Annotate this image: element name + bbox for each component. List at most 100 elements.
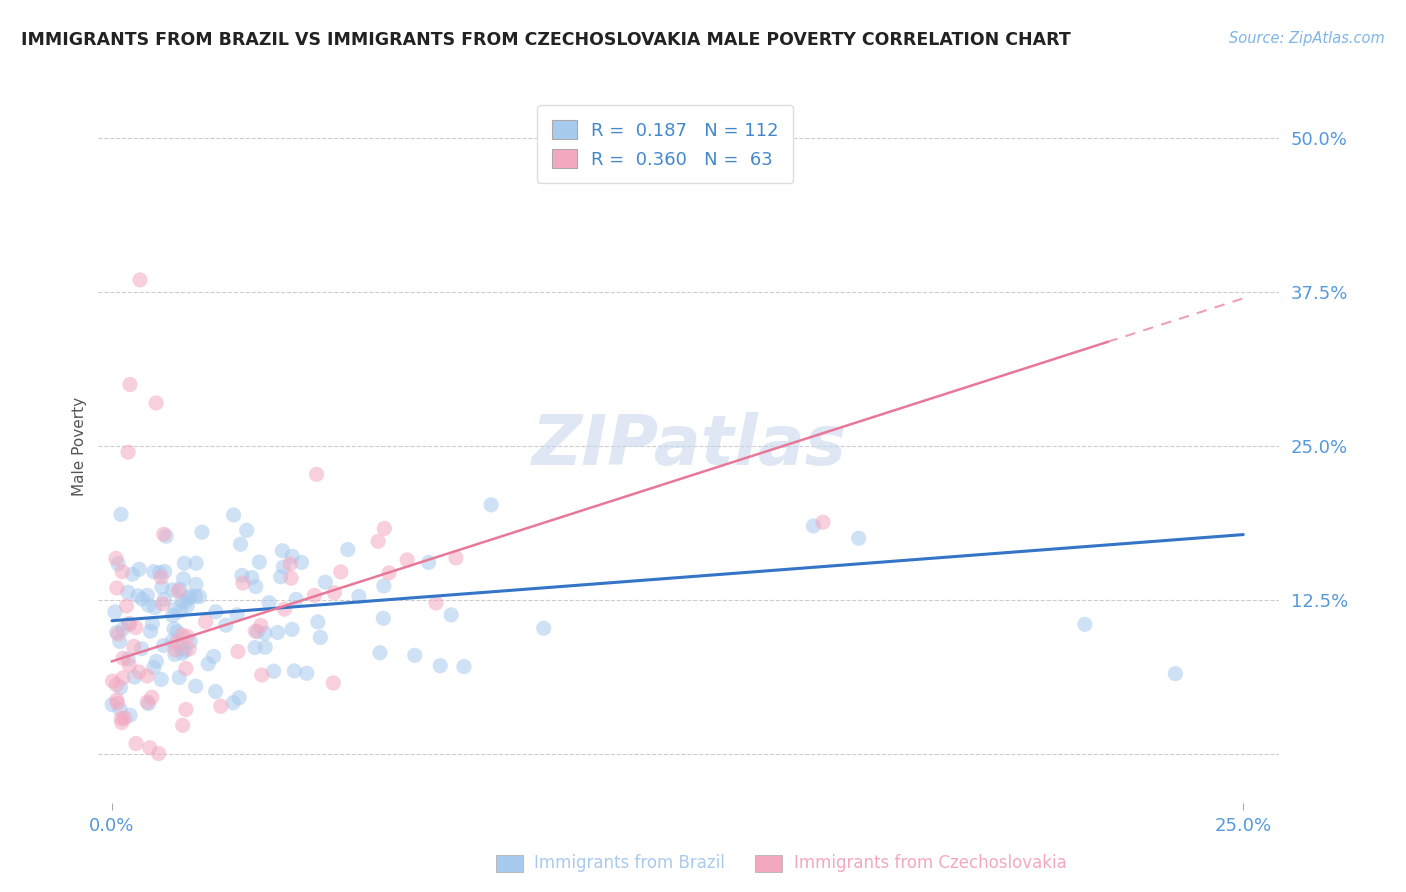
Point <box>336 542 359 557</box>
Point <box>165 602 187 616</box>
Point <box>111 671 134 685</box>
Point <box>114 711 136 725</box>
Point <box>145 396 167 410</box>
Point <box>172 572 194 586</box>
Point <box>176 599 198 613</box>
Point <box>280 571 302 585</box>
Point <box>152 527 174 541</box>
Point <box>107 627 129 641</box>
Point <box>111 715 134 730</box>
Point <box>283 664 305 678</box>
Point <box>105 581 128 595</box>
Point <box>309 631 332 645</box>
Point <box>174 595 197 609</box>
Point <box>180 590 202 604</box>
Point <box>271 543 294 558</box>
Point <box>429 658 451 673</box>
Point <box>111 565 134 579</box>
Point <box>367 534 389 549</box>
Point <box>139 624 162 639</box>
Point <box>101 674 124 689</box>
Point <box>128 562 150 576</box>
Point <box>141 690 163 705</box>
Point <box>197 657 219 671</box>
Point <box>163 648 186 662</box>
Point <box>105 696 128 710</box>
Point <box>179 634 201 648</box>
Point <box>243 640 266 655</box>
Point <box>118 377 141 392</box>
Point <box>110 681 132 695</box>
Point <box>127 589 149 603</box>
Point <box>273 602 295 616</box>
Point <box>811 515 834 529</box>
Point <box>166 624 188 639</box>
Text: ZIPatlas: ZIPatlas <box>531 412 846 480</box>
Point <box>165 635 187 649</box>
Point <box>155 529 177 543</box>
Point <box>169 604 191 618</box>
Point <box>177 591 200 605</box>
Point <box>172 646 194 660</box>
Point <box>209 699 232 714</box>
Point <box>174 702 197 716</box>
Point <box>150 673 173 687</box>
Point <box>170 628 193 642</box>
Text: IMMIGRANTS FROM BRAZIL VS IMMIGRANTS FROM CZECHOSLOVAKIA MALE POVERTY CORRELATIO: IMMIGRANTS FROM BRAZIL VS IMMIGRANTS FRO… <box>21 31 1071 49</box>
Point <box>453 659 475 673</box>
Point <box>162 634 184 648</box>
Point <box>373 521 395 535</box>
Point <box>479 498 502 512</box>
Point <box>803 519 825 533</box>
Point <box>150 570 173 584</box>
Point <box>257 596 280 610</box>
Point <box>162 582 184 597</box>
Point <box>136 695 159 709</box>
Point <box>172 718 194 732</box>
Point <box>105 678 128 692</box>
Point <box>141 616 163 631</box>
Point <box>253 626 276 640</box>
Point <box>323 586 346 600</box>
Point <box>131 592 153 607</box>
Point <box>204 605 226 619</box>
Point <box>418 556 440 570</box>
Point <box>173 556 195 570</box>
Point <box>425 596 447 610</box>
Point <box>246 624 269 639</box>
Y-axis label: Male Poverty: Male Poverty <box>72 396 87 496</box>
Point <box>304 589 326 603</box>
Point <box>396 553 419 567</box>
Point <box>142 660 165 674</box>
Point <box>128 665 150 679</box>
Point <box>329 565 352 579</box>
Point <box>167 584 190 599</box>
Point <box>194 615 217 629</box>
Point <box>153 592 176 607</box>
Point <box>118 708 141 723</box>
Point <box>163 622 186 636</box>
Point <box>184 679 207 693</box>
Point <box>290 555 312 569</box>
Point <box>101 698 124 712</box>
Point <box>249 618 271 632</box>
Point <box>129 273 152 287</box>
Point <box>107 557 129 571</box>
Point <box>231 568 253 582</box>
Point <box>188 590 211 604</box>
Point <box>247 555 270 569</box>
Point <box>124 670 146 684</box>
Point <box>174 643 197 657</box>
Point <box>162 608 184 623</box>
Point <box>170 594 193 608</box>
Point <box>245 624 267 639</box>
Point <box>139 740 162 755</box>
Point <box>848 531 870 545</box>
Point <box>228 690 250 705</box>
Point <box>184 577 207 591</box>
Point <box>165 642 187 657</box>
Point <box>177 641 200 656</box>
Point <box>143 600 166 615</box>
Point <box>125 737 148 751</box>
Point <box>266 625 288 640</box>
